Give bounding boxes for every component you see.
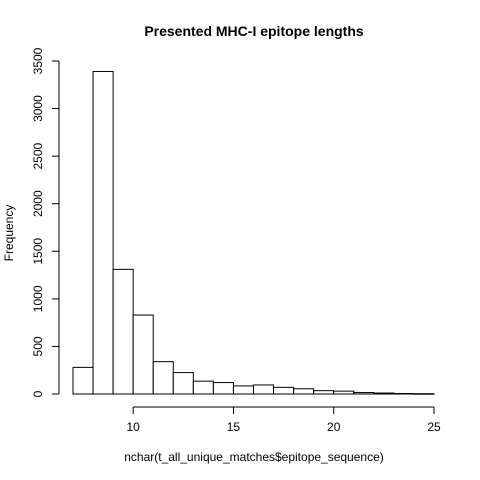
x-tick-label: 25 — [427, 420, 441, 434]
y-tick-label: 3500 — [31, 47, 45, 74]
histogram-bar — [373, 392, 395, 395]
y-axis-label: Frequency — [2, 205, 16, 262]
histogram-bar — [152, 361, 174, 395]
x-axis: 10 15 20 25 — [126, 406, 441, 434]
histogram-bar — [393, 393, 415, 395]
histogram-bar — [333, 390, 355, 395]
y-tick-label: 2000 — [31, 190, 45, 217]
y-tick-label: 500 — [31, 336, 45, 356]
histogram-bar — [353, 392, 375, 395]
histogram-bar — [232, 385, 254, 395]
x-tick-label: 15 — [227, 420, 241, 434]
y-tick-label: 1000 — [31, 285, 45, 312]
histogram-bar — [293, 388, 315, 395]
bars-group — [72, 70, 435, 395]
y-tick-label: 2500 — [31, 142, 45, 169]
x-tick-label: 10 — [126, 420, 140, 434]
histogram-bar — [132, 314, 154, 395]
histogram-bar — [212, 382, 234, 395]
y-axis: 0 500 1000 1500 2000 2500 3000 3500 — [31, 47, 60, 397]
histogram-bar — [413, 393, 435, 395]
histogram-bar — [112, 268, 134, 395]
chart-title: Presented MHC-I epitope lengths — [144, 23, 364, 39]
histogram-bar — [273, 386, 295, 395]
x-tick-label: 20 — [327, 420, 341, 434]
histogram-bar — [92, 70, 114, 395]
y-tick-label: 3000 — [31, 95, 45, 122]
y-tick-label: 1500 — [31, 238, 45, 265]
histogram-bar — [253, 384, 275, 395]
histogram-bar — [172, 372, 194, 395]
histogram-bar — [313, 390, 335, 395]
x-axis-label: nchar(t_all_unique_matches$epitope_seque… — [124, 450, 384, 464]
y-tick-label: 0 — [31, 390, 45, 397]
histogram-bar — [192, 380, 214, 395]
histogram-bar — [72, 366, 94, 395]
